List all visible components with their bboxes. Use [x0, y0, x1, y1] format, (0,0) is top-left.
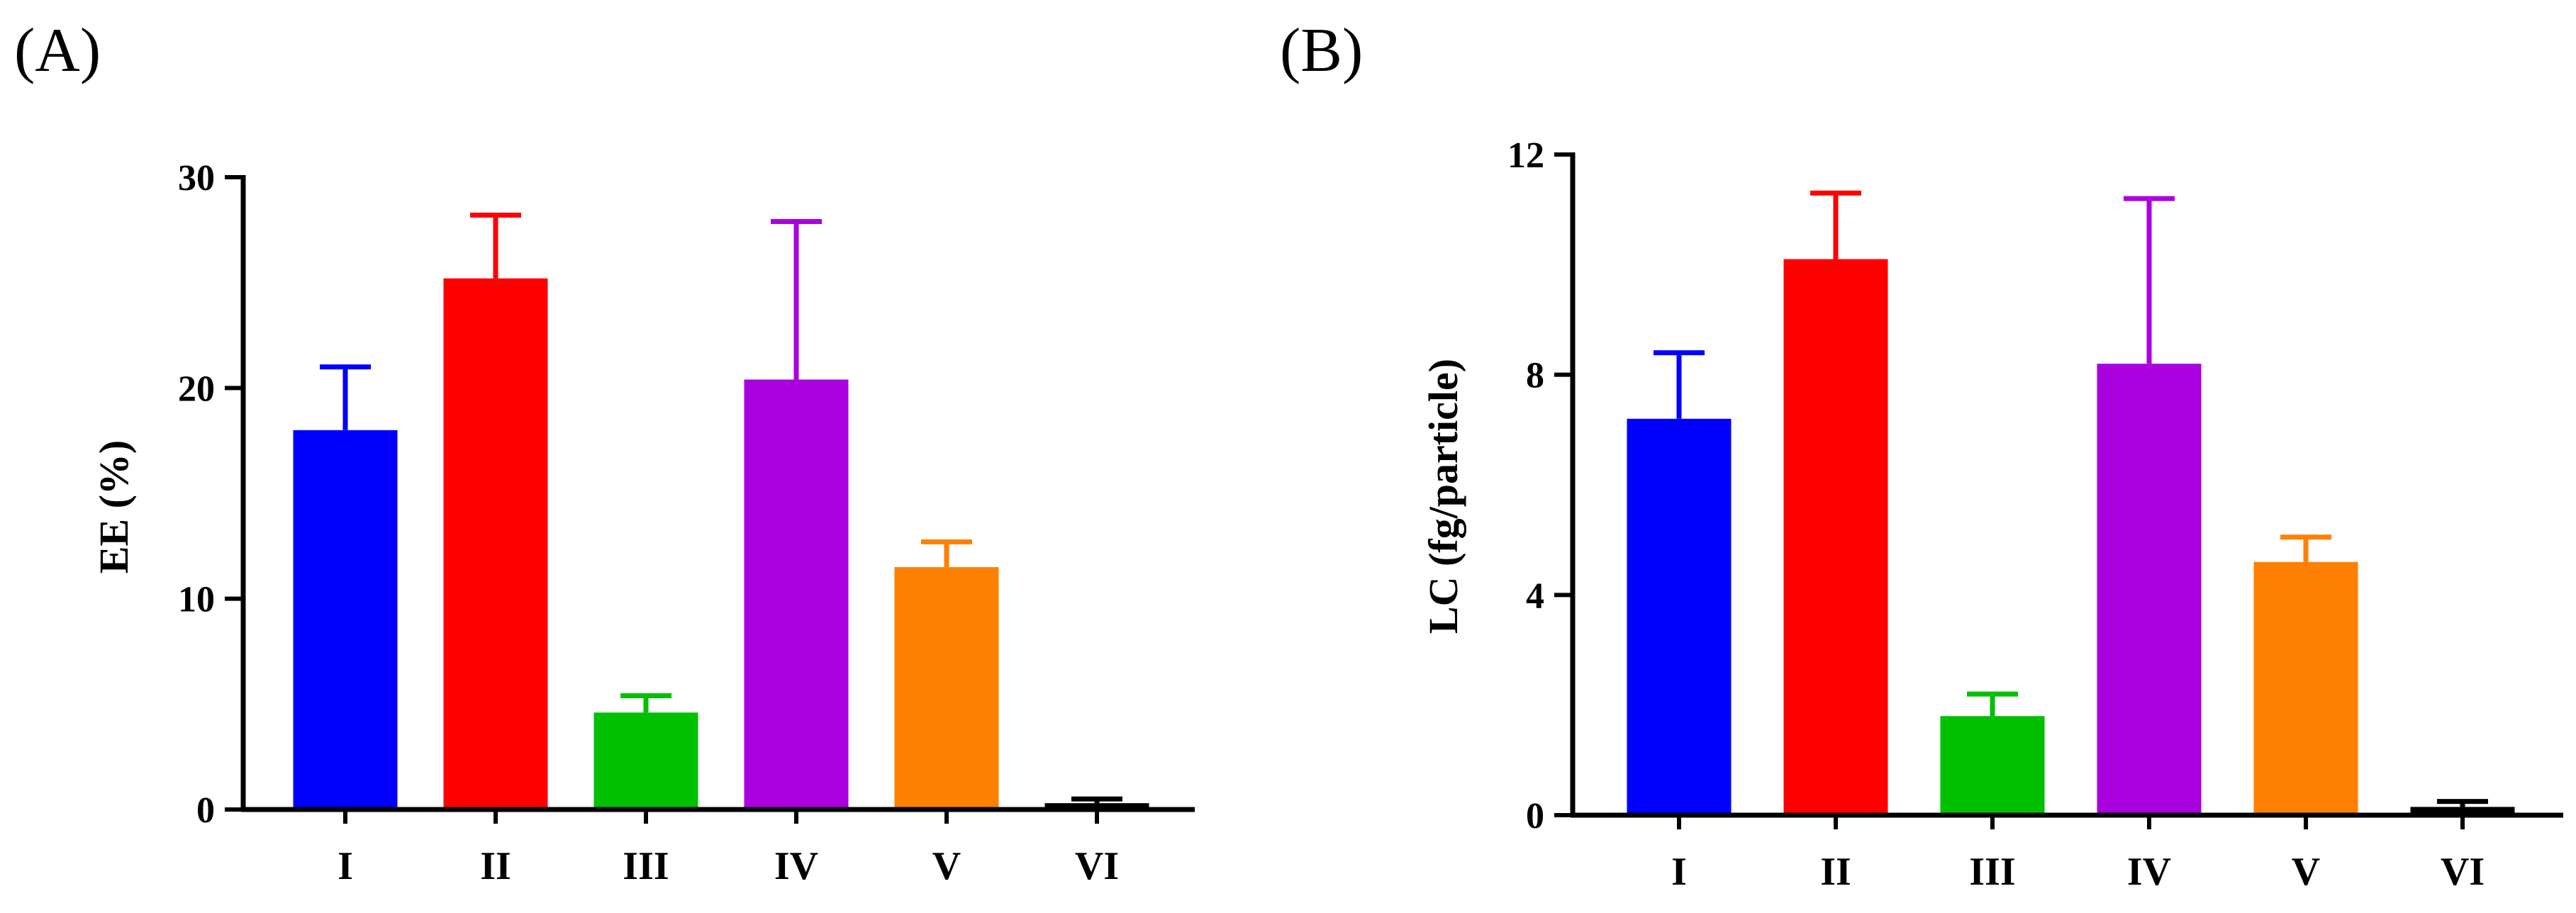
panel-b-y-tick-label-2: 8: [1526, 356, 1544, 396]
panel-b-label: (B): [1280, 16, 1363, 85]
panel-a-y-tick-label-2: 20: [178, 369, 215, 409]
panel-b-y-tick-label-3: 12: [1507, 135, 1544, 176]
panel-b-category-label-6: VI: [2441, 850, 2485, 894]
panel-a-y-axis-title: EE (%): [91, 440, 137, 574]
panel-b-bar-4: [2097, 364, 2202, 815]
panel-b-category-label-4: IV: [2127, 850, 2171, 894]
panel-b-category-label-1: I: [1671, 850, 1687, 894]
panel-a-label: (A): [14, 16, 101, 85]
panel-a-y-tick-label-3: 30: [178, 158, 215, 198]
panel-b-category-label-3: III: [1969, 850, 2015, 894]
panel-a-category-label-3: III: [623, 844, 669, 888]
panel-b-y-tick-label-0: 0: [1526, 796, 1544, 836]
panel-b-category-label-5: V: [2292, 850, 2320, 894]
panel-b-bar-1: [1627, 418, 1732, 815]
panel-a-bar-2: [443, 278, 548, 810]
panel-a-y-tick-label-1: 10: [178, 580, 215, 620]
panel-a-category-label-6: VI: [1075, 844, 1119, 888]
panel-a-bar-3: [593, 712, 698, 810]
panel-b-y-axis-title: LC (fg/particle): [1420, 359, 1466, 634]
panel-b-bar-3: [1940, 716, 2045, 815]
panel-a-category-label-4: IV: [774, 844, 818, 888]
panel-b-bar-2: [1783, 259, 1888, 816]
panel-b-category-label-2: II: [1820, 850, 1851, 894]
panel-a-bar-1: [293, 430, 398, 810]
panel-a-bar-6: [1044, 803, 1149, 810]
panel-b-bar-6: [2410, 807, 2515, 815]
panel-a-bar-4: [744, 379, 849, 810]
panel-a-bar-5: [894, 567, 999, 810]
panel-a-category-label-5: V: [932, 844, 961, 888]
panel-a-y-tick-label-0: 0: [196, 790, 215, 831]
panel-a-category-label-2: II: [480, 844, 511, 888]
panel-a-category-label-1: I: [338, 844, 353, 888]
panel-b-y-tick-label-1: 4: [1526, 576, 1544, 616]
panel-b-bar-5: [2253, 561, 2358, 815]
